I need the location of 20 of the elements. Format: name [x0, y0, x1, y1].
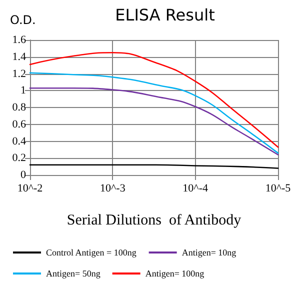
y-tick-label: 1.4	[12, 50, 26, 63]
x-tick-label: 10^-5	[265, 182, 292, 194]
y-tick-label: 1.6	[12, 34, 26, 46]
x-tick-label: 10^-4	[182, 182, 208, 194]
legend-label: Antigen= 50ng	[46, 268, 101, 278]
y-tick-label: 1	[20, 84, 26, 97]
legend-label: Antigen= 10ng	[182, 248, 237, 258]
x-tick-label: 10^-2	[17, 182, 43, 194]
x-tick-label: 10^-3	[100, 182, 126, 194]
y-tick-label: 0.4	[12, 135, 26, 148]
y-tick-label: 0.8	[12, 102, 26, 114]
x-axis-title: Serial Dilutions of Antibody	[66, 212, 242, 228]
legend-label: Control Antigen = 100ng	[46, 248, 137, 258]
y-tick-label: 0.6	[12, 118, 26, 130]
y-tick-label: 1.2	[12, 68, 26, 80]
y-tick-label: 0	[20, 169, 26, 181]
y-tick-label: 0.2	[12, 152, 26, 164]
y-axis-title: O.D.	[10, 13, 36, 27]
chart-title: ELISA Result	[115, 6, 215, 24]
legend-label: Antigen= 100ng	[145, 268, 205, 278]
